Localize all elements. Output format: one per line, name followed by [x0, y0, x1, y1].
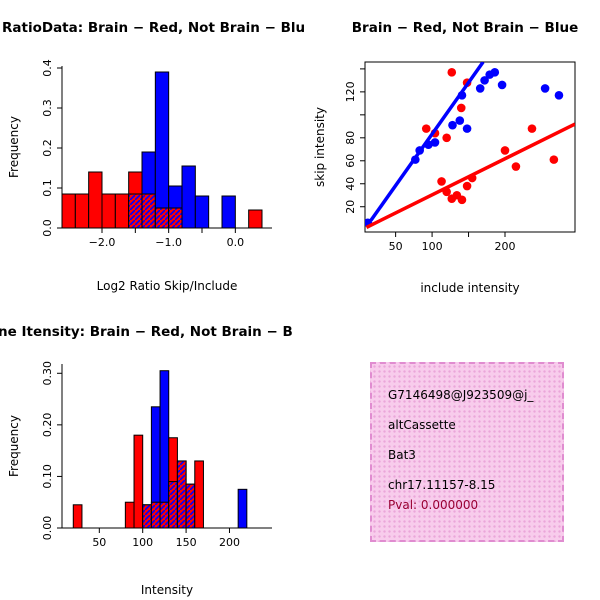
ratio-histogram-ylabel: Frequency	[7, 116, 21, 178]
event-info-panel: G7146498@J923509@j_ altCassette Bat3 chr…	[300, 300, 600, 600]
intensity-scatter-panel: Brain − Red, Not Brain − Blue 50 100 200 20…	[300, 0, 600, 300]
svg-text:0.2: 0.2	[41, 139, 54, 157]
svg-text:20: 20	[344, 200, 357, 214]
svg-text:0.30: 0.30	[41, 361, 54, 386]
intensity-scatter-ylabel: skip intensity	[313, 107, 327, 187]
gene-intensity-histogram-ylabel: Frequency	[7, 415, 21, 477]
gene-intensity-hist-bars	[72, 370, 248, 529]
event-type-text: altCassette	[388, 418, 456, 432]
svg-text:0.10: 0.10	[41, 464, 54, 489]
pvalue-text: Pval: 0.000000	[388, 498, 479, 512]
svg-text:−1.0: −1.0	[155, 236, 182, 249]
svg-text:0.3: 0.3	[41, 99, 54, 117]
intensity-scatter-xlabel: include intensity	[420, 281, 520, 295]
svg-text:120: 120	[344, 81, 357, 102]
intensity-scatter-title: Brain − Red, Not Brain − Blue	[351, 20, 579, 36]
event-id-text: G7146498@J923509@j_	[388, 388, 534, 402]
svg-text:200: 200	[219, 536, 240, 549]
svg-text:60: 60	[344, 154, 357, 168]
svg-text:0.20: 0.20	[41, 413, 54, 438]
gene-intensity-histogram-plot: 50 100 150 200 0.00 0.10 0.20 0.30	[41, 361, 272, 549]
svg-text:0.0: 0.0	[227, 236, 245, 249]
ratio-histogram-title: RatioData: Brain − Red, Not Brain − Blu	[2, 20, 306, 36]
svg-text:50: 50	[389, 240, 403, 253]
svg-text:0.1: 0.1	[41, 179, 54, 197]
ratio-histogram-xlabel: Log2 Ratio Skip/Include	[96, 279, 238, 293]
intensity-scatter-plot: 50 100 200 20 40 60 80 120	[344, 61, 576, 253]
svg-text:50: 50	[92, 536, 106, 549]
svg-text:40: 40	[344, 177, 357, 191]
svg-text:100: 100	[422, 240, 443, 253]
gene-intensity-histogram-title: ne Itensity: Brain − Red, Not Brain − B	[0, 324, 293, 340]
intensity-scatter-data	[365, 62, 575, 229]
svg-text:0.0: 0.0	[41, 219, 54, 237]
gene-intensity-histogram-panel: ne Itensity: Brain − Red, Not Brain − B …	[0, 300, 300, 600]
event-info-box: G7146498@J923509@j_ altCassette Bat3 chr…	[370, 362, 564, 542]
svg-text:0.00: 0.00	[41, 516, 54, 541]
gene-intensity-histogram-xlabel: Intensity	[140, 583, 194, 597]
svg-text:−2.0: −2.0	[89, 236, 116, 249]
svg-text:80: 80	[344, 131, 357, 145]
ratio-histogram-plot: −2.0 −1.0 0.0 0.0 0.1 0.2 0.3 0.4	[41, 59, 272, 249]
genomic-location-text: chr17.11157-8.15	[388, 478, 496, 492]
gene-name-text: Bat3	[388, 448, 416, 462]
svg-text:100: 100	[132, 536, 153, 549]
svg-text:200: 200	[495, 240, 516, 253]
ratio-histogram-panel: RatioData: Brain − Red, Not Brain − Blu …	[0, 0, 305, 300]
svg-text:150: 150	[176, 536, 197, 549]
ratio-hist-bars	[61, 71, 263, 229]
svg-text:0.4: 0.4	[41, 59, 54, 77]
